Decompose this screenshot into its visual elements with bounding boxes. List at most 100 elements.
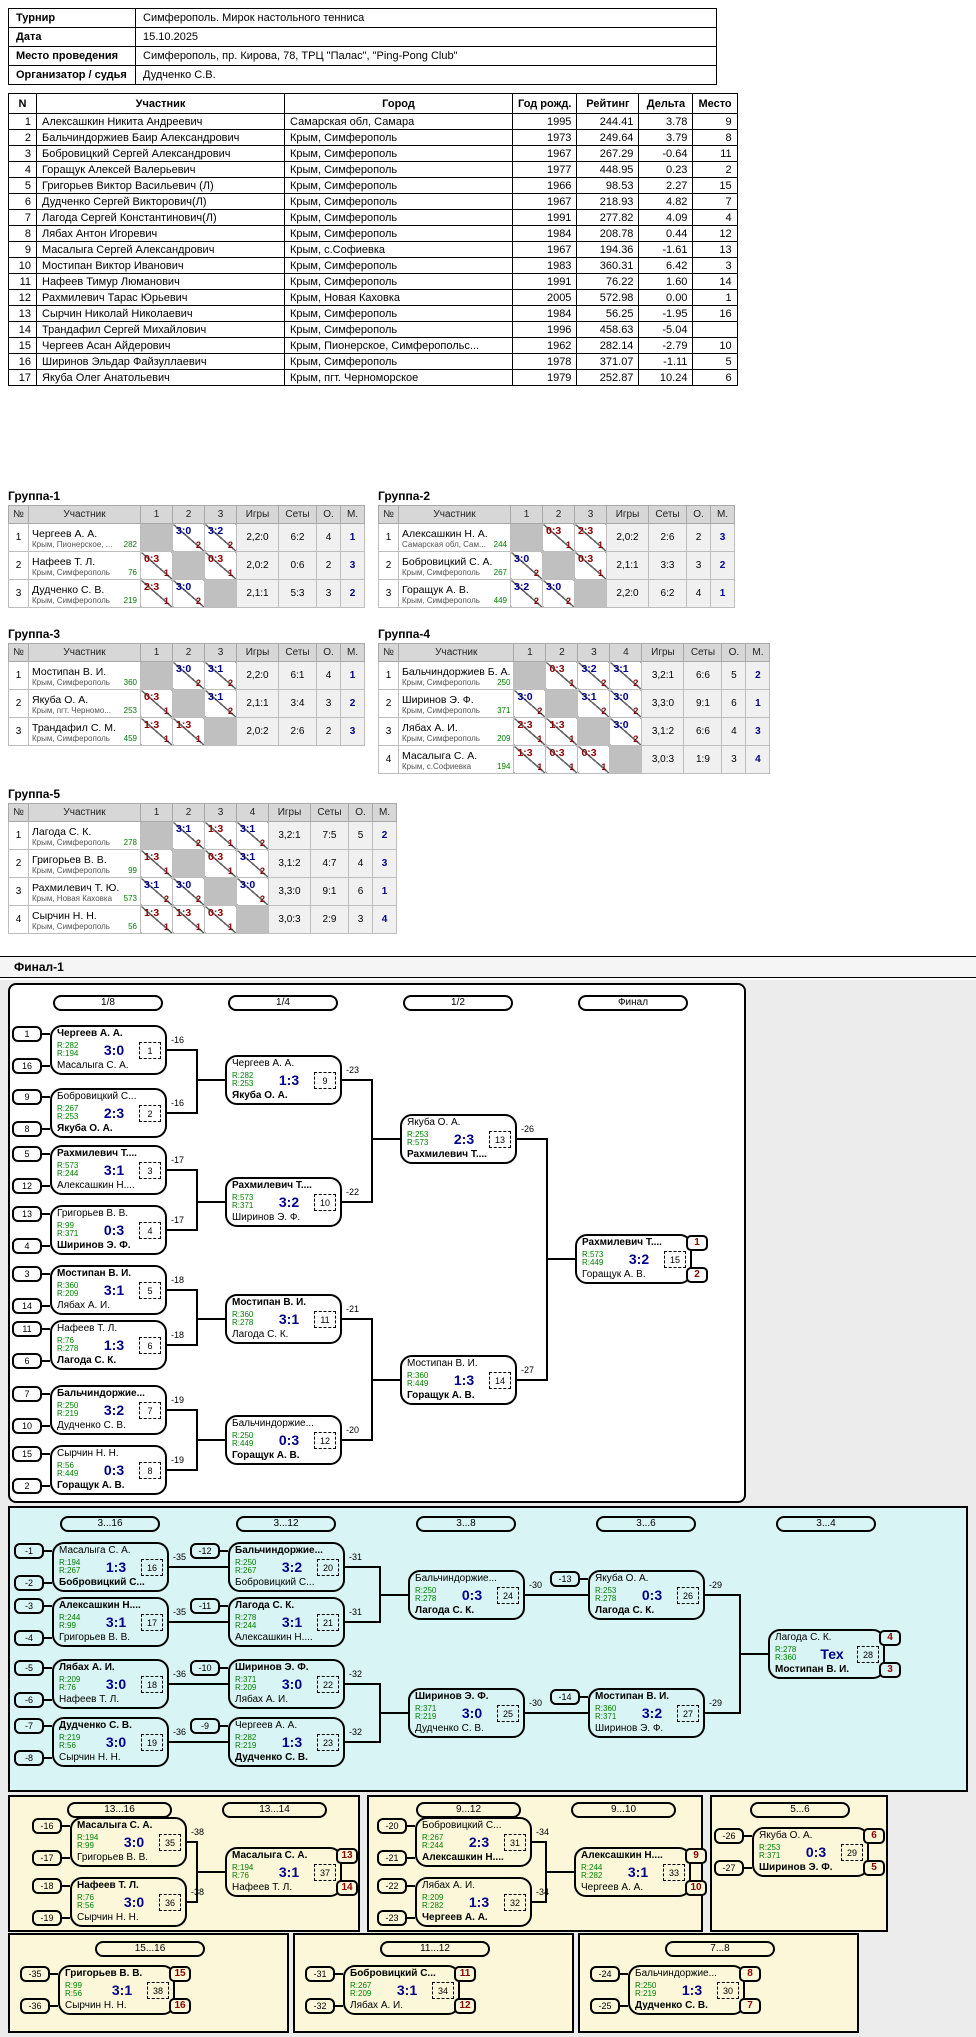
rating-bottom: R:278 bbox=[57, 1344, 79, 1353]
participant-name: Мостипан Виктор Иванович bbox=[36, 257, 285, 274]
seed-box: 9 bbox=[12, 1089, 42, 1105]
row-number: 2 bbox=[8, 551, 29, 580]
connector-line bbox=[532, 1901, 545, 1903]
games-cell: 2,0:2 bbox=[606, 523, 649, 552]
participant-name: Мостипан В. И. bbox=[32, 666, 107, 678]
participant-name: Бальчиндоржиев Б. А. bbox=[402, 666, 511, 678]
connector-line bbox=[62, 1917, 70, 1919]
decorative: R:250 R:267 3:2 20 bbox=[235, 1557, 339, 1577]
connector-line bbox=[407, 1917, 415, 1919]
participant-city: Крым, пгт. Черноморское bbox=[284, 369, 513, 386]
match-box-32: Лябах А. И. R:209 R:282 1:3 32 Чергеев А. А. bbox=[415, 1877, 532, 1927]
match-box-13: Якуба О. А. R:253 R:573 2:3 13 Рахмилевич Т..… bbox=[400, 1114, 517, 1164]
rating-bottom: R:244 bbox=[57, 1169, 79, 1178]
player-top: Бальчиндоржие... bbox=[235, 1545, 323, 1556]
place-cell: 4 bbox=[745, 745, 771, 774]
round-header: 3...8 bbox=[416, 1516, 516, 1532]
participant-city: Крым, Симферополь bbox=[284, 273, 513, 290]
decorative: R:250 R:219 3:2 7 bbox=[57, 1400, 161, 1420]
player-bottom: Бобровицкий С... bbox=[59, 1577, 145, 1588]
player-top: Масалыга С. А. bbox=[77, 1820, 153, 1831]
row-number: 1 bbox=[8, 821, 29, 850]
rating-top: R:282 bbox=[232, 1071, 254, 1080]
match-score: 3:1 bbox=[105, 1613, 127, 1630]
delta: -0.64 bbox=[638, 145, 694, 162]
birth-year: 1984 bbox=[511, 305, 578, 322]
self-cell bbox=[140, 523, 173, 552]
games-cell: 2,0:2 bbox=[236, 717, 279, 746]
result-cell: 3:1 2 bbox=[577, 689, 611, 718]
decorative: R:278 R:244 3:1 21 bbox=[235, 1612, 339, 1632]
participant-cell: Якуба О. А. Крым, пгт. Черномо... 253 bbox=[28, 689, 141, 718]
column-header: 3 bbox=[204, 643, 237, 662]
rating-bottom: R:371 bbox=[57, 1229, 79, 1238]
match-score: 0:3 bbox=[278, 1431, 300, 1448]
decorative: R:267 R:209 3:1 34 bbox=[350, 1980, 454, 2000]
column-header: 2 bbox=[172, 643, 205, 662]
match-number: 20 bbox=[317, 1558, 339, 1576]
round-header: 3...6 bbox=[596, 1516, 696, 1532]
result-cell: 0:3 1 bbox=[545, 661, 579, 690]
loser-destination-label: -38 bbox=[191, 1827, 205, 1837]
points-cell: 3 bbox=[348, 905, 373, 934]
match-points: 2 bbox=[601, 678, 607, 688]
participant-city-line: Крым, Симферополь 99 bbox=[29, 866, 140, 875]
place-cell: 2 bbox=[340, 579, 365, 608]
result-cell: 3:0 2 bbox=[172, 579, 205, 608]
player-top: Бальчиндоржие... bbox=[57, 1388, 145, 1399]
participant-rating: 209 bbox=[497, 734, 511, 743]
self-cell bbox=[204, 579, 237, 608]
participant-city: Крым, Симферополь bbox=[284, 129, 513, 146]
connector-line bbox=[517, 1138, 546, 1140]
player-top: Бобровицкий С... bbox=[57, 1091, 137, 1102]
rating-bottom: R:219 bbox=[57, 1409, 79, 1418]
connector-line bbox=[407, 1857, 415, 1859]
rating: 76.22 bbox=[576, 273, 640, 290]
participant-city: Крым, Симферополь bbox=[284, 209, 513, 226]
connector-line bbox=[42, 1245, 50, 1247]
games-cell: 2,1:1 bbox=[236, 689, 279, 718]
delta: 2.27 bbox=[638, 177, 694, 194]
self-cell bbox=[545, 689, 579, 718]
rating-bottom: R:56 bbox=[65, 1989, 82, 1998]
column-header: Сеты bbox=[683, 643, 723, 662]
rating-bottom: R:267 bbox=[235, 1566, 257, 1575]
player-bottom: Дудченко С. В. bbox=[235, 1752, 308, 1763]
ratings-column: R:573 R:449 bbox=[582, 1251, 614, 1267]
match-box-6: Нафеев Т. Л. R:76 R:278 1:3 6 Лагода С. К. bbox=[50, 1320, 167, 1370]
rating-bottom: R:573 bbox=[407, 1138, 429, 1147]
delta: 10.24 bbox=[638, 369, 694, 386]
games-cell: 3,3:0 bbox=[641, 689, 685, 718]
decorative: R:56 R:449 0:3 8 bbox=[57, 1460, 161, 1480]
connector-line bbox=[187, 1901, 196, 1903]
player-top: Чергеев А. А. bbox=[232, 1058, 295, 1069]
row-number: 17 bbox=[8, 369, 37, 386]
birth-year: 1991 bbox=[511, 209, 578, 226]
player-top: Мостипан В. И. bbox=[232, 1297, 307, 1308]
result-cell: 1:3 1 bbox=[140, 905, 173, 934]
loser-destination-label: -21 bbox=[346, 1304, 360, 1314]
seed-box: -16 bbox=[32, 1818, 62, 1834]
delta: 3.78 bbox=[638, 113, 694, 130]
match-points: 1 bbox=[537, 762, 543, 772]
participant-cell: Чергеев А. А. Крым, Пионерское, ... 282 bbox=[28, 523, 141, 552]
player-bottom: Мостипан В. И. bbox=[775, 1664, 850, 1675]
rating-bottom: R:56 bbox=[77, 1901, 94, 1910]
result-cell: 2:3 1 bbox=[140, 579, 173, 608]
connector-line bbox=[744, 1835, 752, 1837]
match-points: 2 bbox=[163, 894, 169, 904]
set-score: 3:0 bbox=[546, 581, 562, 593]
participant-city: Крым, с.Софиевка bbox=[284, 241, 513, 258]
ratings-column: R:282 R:253 bbox=[232, 1072, 264, 1088]
player-bottom: Бобровицкий С... bbox=[235, 1577, 315, 1588]
match-score: 3:0 bbox=[105, 1733, 127, 1750]
participant-city: Крым, Симферополь bbox=[32, 838, 110, 847]
match-box-29: Якуба О. А. R:253 R:371 0:3 29 Ширинов Э. Ф. bbox=[752, 1827, 869, 1877]
match-number: 25 bbox=[497, 1704, 519, 1722]
player-top: Масалыга С. А. bbox=[232, 1850, 308, 1861]
player-top: Чергеев А. А. bbox=[57, 1028, 123, 1039]
seed-box: -24 bbox=[590, 1966, 620, 1982]
rating-top: R:219 bbox=[59, 1733, 81, 1742]
column-header: 1 bbox=[513, 643, 547, 662]
rating-bottom: R:76 bbox=[59, 1683, 76, 1692]
